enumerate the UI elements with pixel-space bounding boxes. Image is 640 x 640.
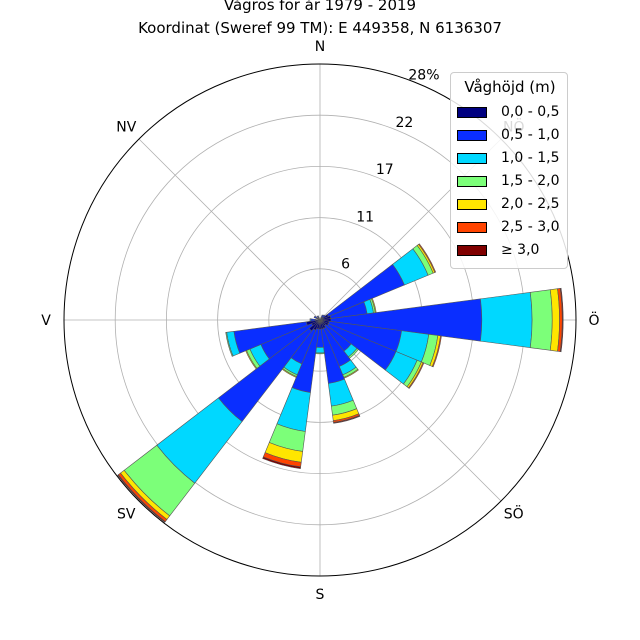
direction-label: SV	[117, 507, 136, 523]
legend-swatch	[457, 244, 487, 256]
legend: Våghöjd (m) 0,0 - 0,5 0,5 - 1,0 1,0 - 1,…	[450, 72, 568, 269]
legend-label: 2,0 - 2,5	[501, 196, 560, 212]
radial-tick-label: 6	[341, 257, 350, 273]
legend-label: 1,5 - 2,0	[501, 173, 560, 189]
sector-bar-segment	[117, 474, 166, 523]
direction-label: N	[315, 39, 325, 55]
legend-label: 1,0 - 1,5	[501, 150, 560, 166]
legend-item: 0,5 - 1,0	[457, 125, 559, 145]
direction-label: Ö	[588, 311, 599, 329]
radial-tick-label: 28%	[408, 67, 439, 83]
legend-label: 0,0 - 0,5	[501, 104, 560, 120]
legend-swatch	[457, 175, 487, 187]
sector-bar-segment	[408, 362, 425, 389]
legend-item: 2,0 - 2,5	[457, 194, 559, 214]
direction-label: S	[316, 587, 325, 603]
radial-tick-label: 17	[376, 162, 394, 178]
legend-label: 0,5 - 1,0	[501, 127, 560, 143]
sector-bar-segment	[315, 346, 325, 354]
sector-bar-segment	[480, 291, 533, 349]
legend-title: Våghöjd (m)	[464, 78, 556, 96]
legend-item: ≥ 3,0	[457, 240, 539, 260]
legend-item: 1,5 - 2,0	[457, 171, 559, 191]
direction-label: SÖ	[504, 505, 524, 523]
sector-bar-segment	[313, 315, 318, 319]
radial-tick-label: 11	[356, 209, 374, 225]
sector-bar-segment	[316, 315, 320, 319]
sector-bar-segment	[310, 318, 316, 322]
sector-bar-segment	[431, 335, 442, 368]
legend-swatch	[457, 106, 487, 118]
legend-swatch	[457, 152, 487, 164]
legend-label: ≥ 3,0	[501, 242, 540, 258]
legend-item: 1,0 - 1,5	[457, 148, 559, 168]
sector-bar-segment	[321, 314, 326, 319]
radial-tick-label: 22	[395, 115, 413, 131]
legend-swatch	[457, 221, 487, 233]
legend-swatch	[457, 198, 487, 210]
chart-subtitle: Koordinat (Sweref 99 TM): E 449358, N 61…	[138, 19, 502, 37]
legend-item: 2,5 - 3,0	[457, 217, 559, 237]
sector-bar-segment	[418, 243, 437, 273]
sector-bar-segment	[315, 352, 325, 355]
sector-bar-segment	[262, 456, 302, 469]
bars-layer	[63, 63, 577, 577]
sector-bar-segment	[309, 318, 312, 322]
direction-label: V	[41, 313, 51, 329]
direction-label: NV	[116, 119, 136, 135]
chart-title: Vågros för år 1979 - 2019	[223, 0, 417, 14]
legend-label: 2,5 - 3,0	[501, 219, 560, 235]
outer-frame	[63, 63, 577, 577]
sector-bar-segment	[559, 287, 564, 353]
legend-item: 0,0 - 0,5	[457, 102, 559, 122]
legend-swatch	[457, 129, 487, 141]
sector-bar-segment	[225, 331, 234, 357]
sector-bar-segment	[529, 289, 553, 351]
sector-bar-segment	[333, 415, 361, 424]
grid-spoke	[138, 138, 321, 321]
